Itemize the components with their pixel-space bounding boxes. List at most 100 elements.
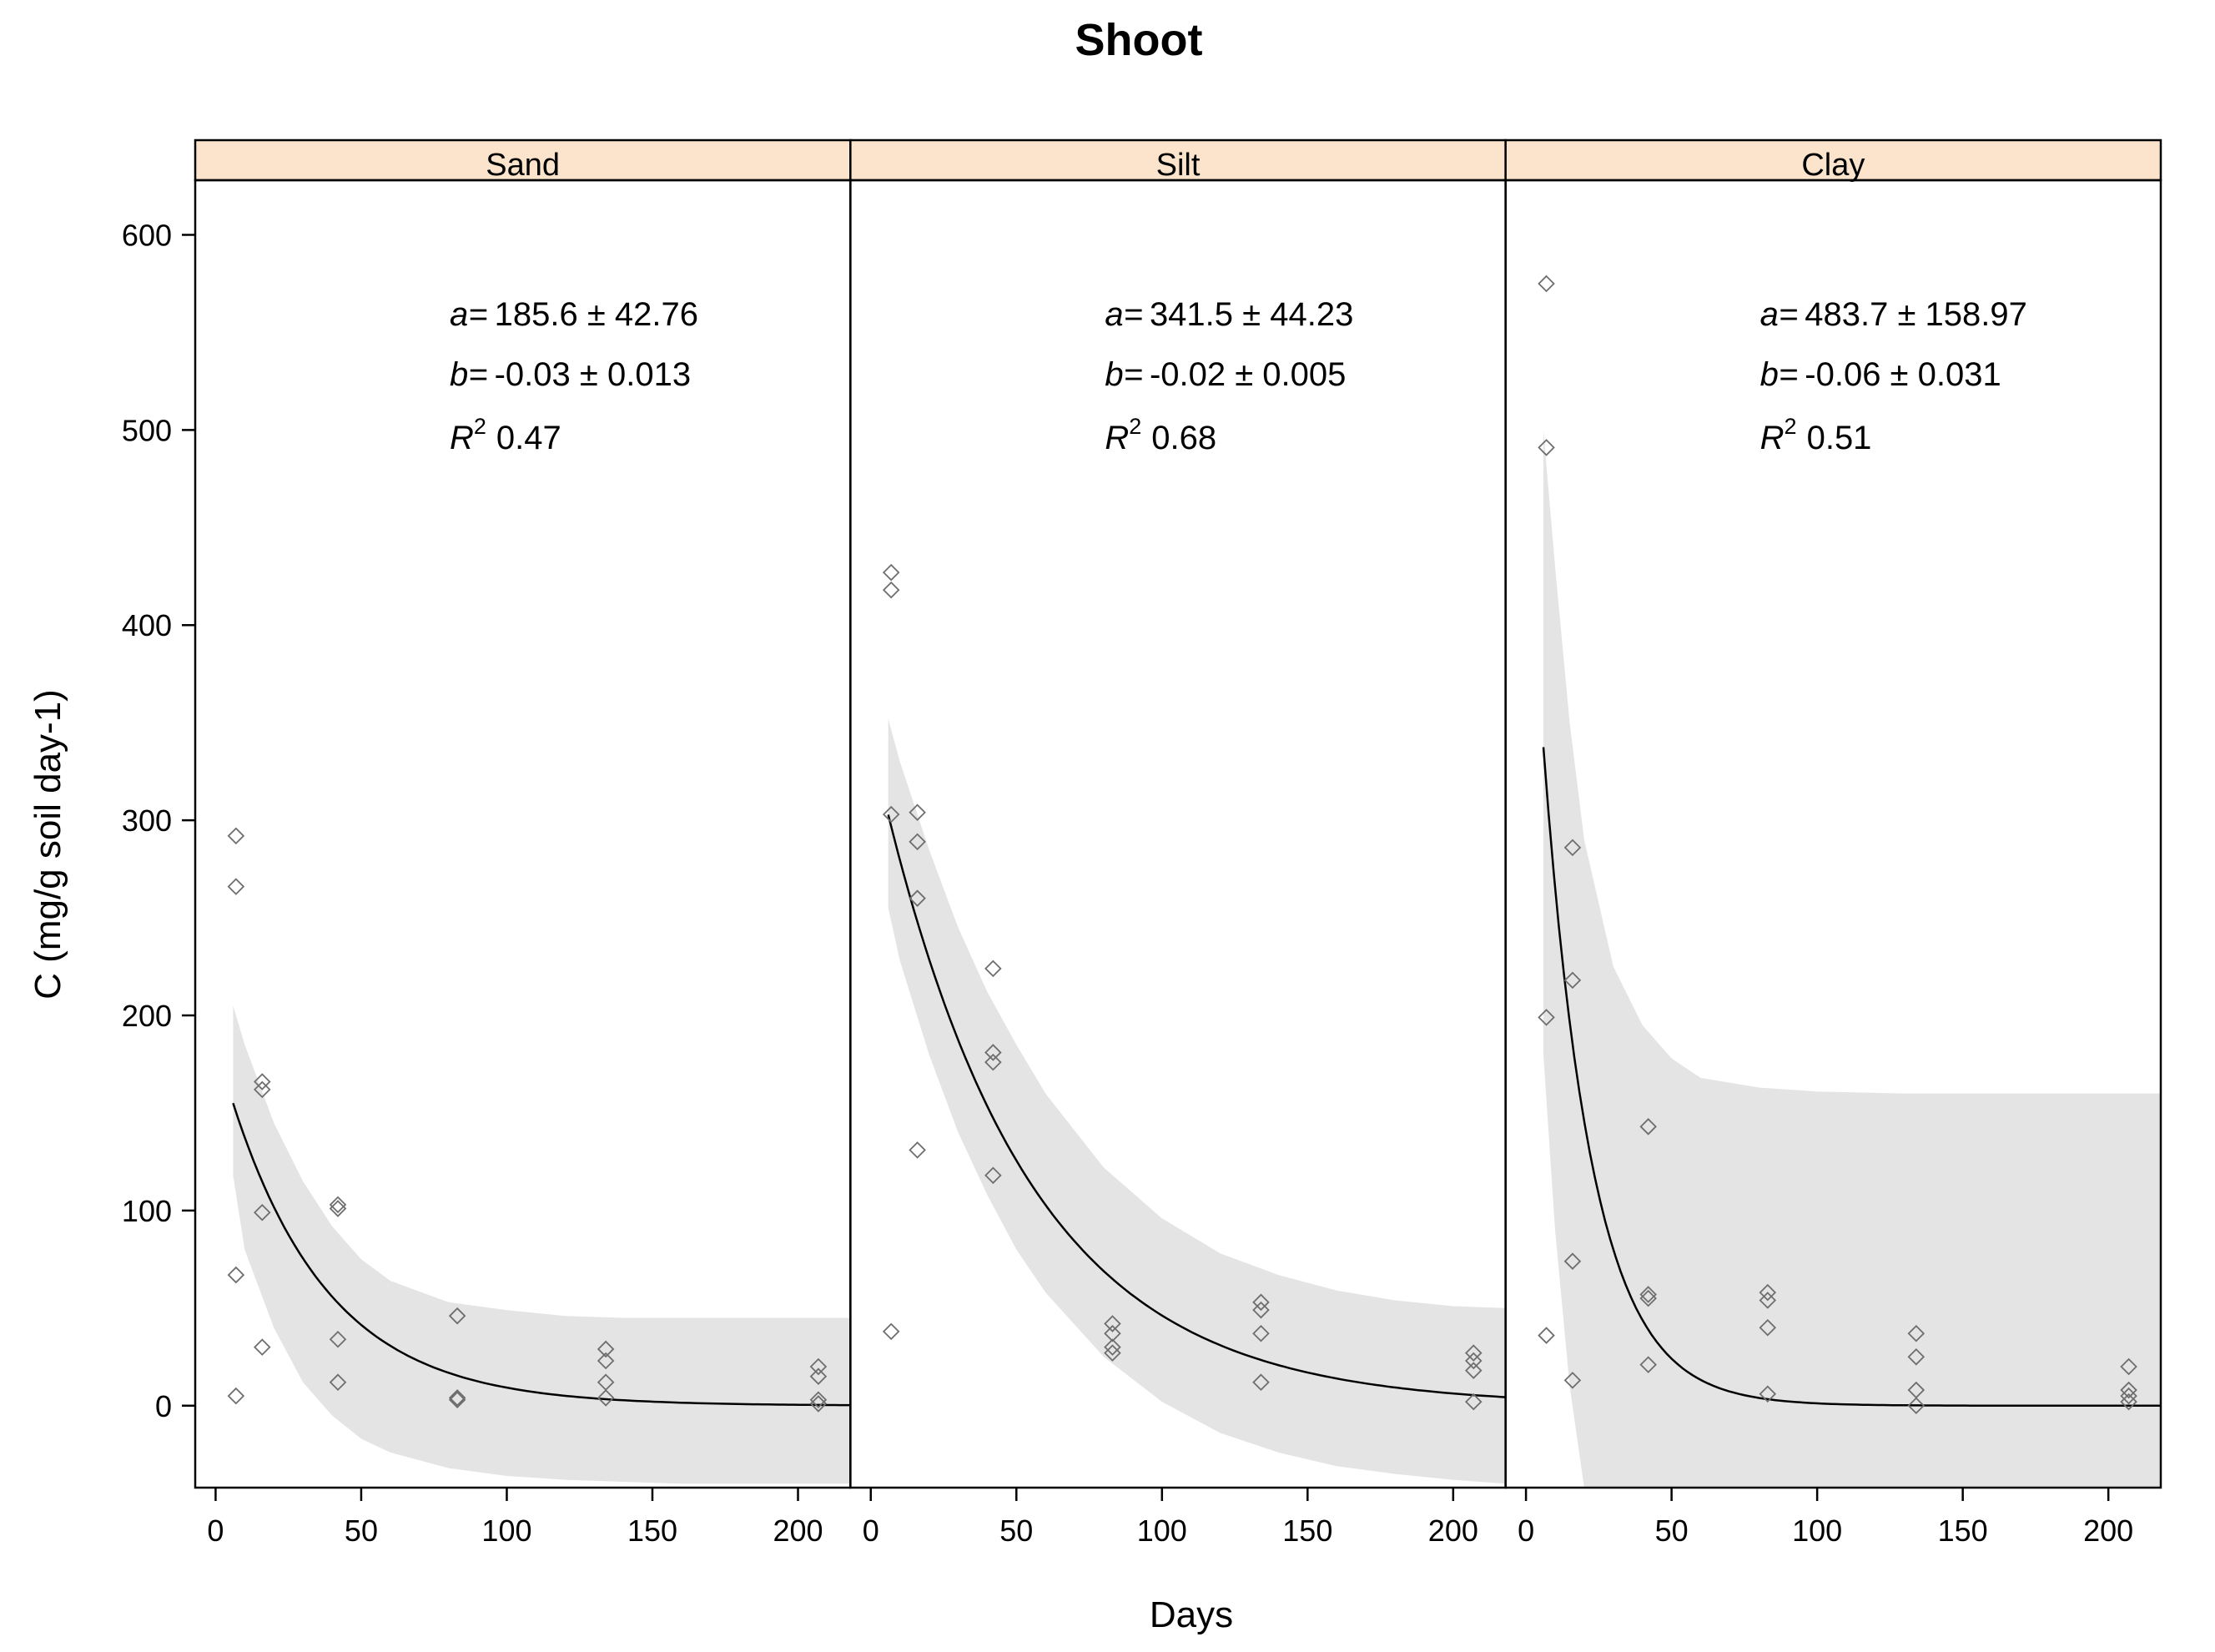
data-point bbox=[1563, 1252, 1582, 1270]
annotation-r2-label: R bbox=[450, 420, 474, 456]
x-tick-label: 200 bbox=[1428, 1513, 1478, 1548]
y-tick-label: 300 bbox=[122, 803, 172, 838]
data-point bbox=[1759, 1283, 1777, 1302]
data-point bbox=[448, 1389, 466, 1407]
chart-title: Shoot bbox=[1075, 15, 1203, 65]
data-point bbox=[597, 1389, 615, 1407]
annotation-a: a= 341.5 ± 44.23 bbox=[1105, 296, 1353, 333]
data-point bbox=[329, 1200, 347, 1217]
annotation-b-value: -0.02 ± 0.005 bbox=[1150, 356, 1346, 393]
strip-header bbox=[194, 139, 852, 182]
annotation-a-value: 483.7 ± 158.97 bbox=[1805, 296, 2027, 333]
x-tick-label: 200 bbox=[773, 1513, 823, 1548]
data-point bbox=[1907, 1348, 1926, 1366]
panel-plot-area bbox=[882, 563, 1506, 1484]
data-point bbox=[1104, 1344, 1121, 1362]
strip-label: Clay bbox=[1801, 148, 1865, 183]
data-point bbox=[254, 1338, 271, 1356]
panel-border bbox=[1504, 179, 2162, 1489]
data-point bbox=[1464, 1344, 1483, 1362]
data-point bbox=[329, 1196, 347, 1214]
annotation-r2: R2 0.51 bbox=[1760, 414, 1872, 456]
data-point bbox=[984, 1053, 1002, 1071]
data-point bbox=[2120, 1393, 2137, 1411]
data-point bbox=[2120, 1357, 2137, 1376]
x-tick-label: 50 bbox=[1655, 1513, 1689, 1548]
data-point bbox=[1104, 1315, 1121, 1332]
data-point bbox=[329, 1373, 347, 1391]
annotation-b: b= -0.06 ± 0.031 bbox=[1760, 356, 2001, 393]
data-point bbox=[1538, 1327, 1555, 1344]
data-point bbox=[1252, 1373, 1270, 1391]
annotation-b-label: b= bbox=[1105, 356, 1143, 393]
annotation-r2-value: 0.68 bbox=[1151, 420, 1216, 456]
data-point bbox=[1563, 839, 1582, 857]
x-tick-label: 150 bbox=[627, 1513, 677, 1548]
data-point bbox=[597, 1352, 615, 1370]
data-point bbox=[809, 1391, 828, 1409]
data-point bbox=[1639, 1286, 1657, 1303]
data-point bbox=[984, 1044, 1002, 1061]
data-point bbox=[254, 1203, 271, 1221]
annotation-a: a= 483.7 ± 158.97 bbox=[1760, 296, 2027, 333]
data-point bbox=[984, 959, 1002, 978]
data-point bbox=[329, 1330, 347, 1348]
x-tick-label: 50 bbox=[999, 1513, 1033, 1548]
strip-header bbox=[1504, 139, 2162, 182]
y-axis-label: C (mg/g soil day-1) bbox=[28, 689, 68, 1000]
data-point bbox=[1759, 1318, 1777, 1337]
data-point bbox=[448, 1307, 466, 1325]
data-point bbox=[1464, 1352, 1483, 1370]
data-point bbox=[1464, 1362, 1483, 1379]
data-point bbox=[254, 1073, 271, 1090]
data-point bbox=[1104, 1338, 1121, 1356]
data-point bbox=[1759, 1385, 1777, 1403]
data-point bbox=[1563, 971, 1582, 990]
data-point bbox=[254, 1080, 271, 1099]
panel-plot-area bbox=[1538, 274, 2161, 1488]
fitted-curve bbox=[1542, 747, 2161, 1408]
annotation-r2-value: 0.47 bbox=[496, 420, 561, 456]
data-point bbox=[882, 581, 900, 599]
data-point bbox=[448, 1391, 466, 1409]
x-tick-label: 0 bbox=[207, 1513, 224, 1548]
x-axis-label: Days bbox=[1150, 1594, 1233, 1635]
data-point bbox=[1563, 1372, 1582, 1389]
fitted-curve bbox=[887, 814, 1506, 1398]
data-point bbox=[1639, 1289, 1657, 1307]
data-point bbox=[882, 563, 900, 582]
annotation-a-value: 185.6 ± 42.76 bbox=[495, 296, 698, 333]
annotation-r2: R2 0.68 bbox=[1105, 414, 1216, 456]
x-tick-label: 0 bbox=[1518, 1513, 1534, 1548]
annotation-b-label: b= bbox=[1760, 356, 1799, 393]
annotation-r2-sup: 2 bbox=[1785, 414, 1797, 439]
annotation-b-value: -0.06 ± 0.031 bbox=[1805, 356, 2001, 393]
data-point bbox=[227, 1387, 245, 1405]
panel-clay: Clay a= 483.7 ± 158.97 b= -0.06 ± 0.031 R2 0.5… bbox=[1504, 139, 2162, 1489]
data-point bbox=[227, 827, 245, 845]
data-point bbox=[909, 889, 926, 907]
strip-label: Sand bbox=[486, 148, 560, 183]
strip-label: Silt bbox=[1156, 148, 1201, 183]
data-point bbox=[809, 1395, 828, 1413]
data-point bbox=[1104, 1324, 1121, 1342]
data-point bbox=[1538, 274, 1555, 293]
annotation-r2-sup: 2 bbox=[474, 414, 486, 439]
data-point bbox=[2120, 1387, 2137, 1405]
annotation-a-value: 341.5 ± 44.23 bbox=[1150, 296, 1353, 333]
annotation-r2: R2 0.47 bbox=[450, 414, 561, 456]
y-tick-label: 400 bbox=[122, 608, 172, 642]
data-point bbox=[809, 1357, 828, 1376]
annotation-a: a= 185.6 ± 42.76 bbox=[450, 296, 698, 333]
data-point bbox=[1464, 1393, 1483, 1411]
data-point bbox=[1252, 1301, 1270, 1319]
x-tick-label: 200 bbox=[2083, 1513, 2133, 1548]
data-point bbox=[1538, 1009, 1555, 1026]
data-point bbox=[1538, 439, 1555, 456]
x-tick-label: 150 bbox=[1938, 1513, 1988, 1548]
data-point bbox=[227, 1266, 245, 1284]
x-tick-label: 100 bbox=[481, 1513, 531, 1548]
